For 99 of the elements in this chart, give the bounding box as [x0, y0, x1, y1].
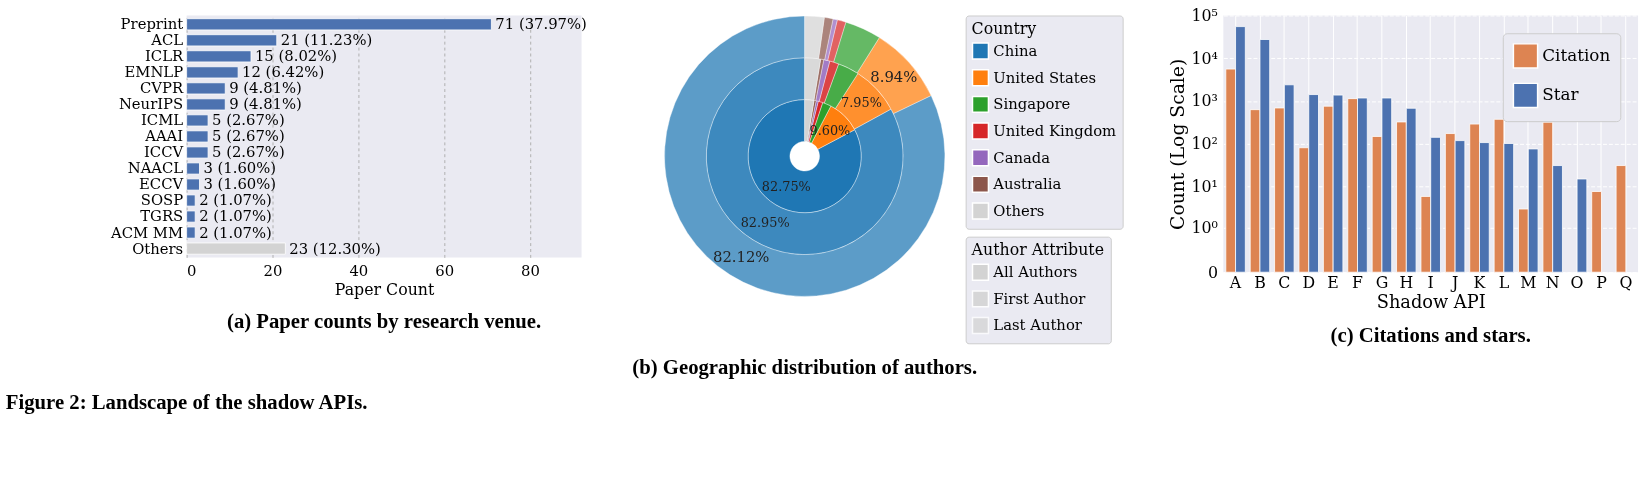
text: (c) Citations and stars. — [1330, 324, 1531, 348]
legend-label: Canada — [993, 148, 1051, 166]
x-tick-label: O — [1570, 272, 1584, 292]
bar — [186, 194, 196, 207]
bar — [186, 82, 226, 95]
legend-label: United Kingdom — [993, 121, 1117, 139]
bar — [186, 66, 239, 79]
bar — [186, 226, 196, 239]
data-label: 82.95% — [740, 214, 790, 230]
data-label: 9 (4.81%) — [229, 79, 302, 97]
x-tick-label: 40 — [349, 261, 369, 279]
x-tick-label: L — [1498, 272, 1510, 292]
bar — [186, 50, 252, 63]
data-label: 9 (4.81%) — [229, 95, 302, 113]
legend-label: United States — [993, 68, 1097, 86]
legend-label: Citation — [1542, 44, 1611, 65]
data-label: 2 (1.07%) — [199, 207, 272, 225]
y-tick-label: SOSP — [140, 191, 184, 209]
y-tick-label: NAACL — [127, 159, 184, 177]
x-tick-label: Q — [1619, 272, 1633, 292]
data-label: 2 (1.07%) — [199, 223, 272, 241]
x-tick-label: M — [1520, 272, 1537, 292]
data-label: 15 (8.02%) — [254, 47, 338, 65]
data-label: 2 (1.07%) — [199, 191, 272, 209]
legend-label: Last Author — [993, 316, 1083, 334]
bar — [186, 34, 278, 47]
legend-label: All Authors — [992, 263, 1078, 281]
y-tick-label: 10¹ — [1191, 176, 1218, 196]
bar — [186, 130, 209, 143]
bar — [186, 178, 200, 191]
bar — [186, 210, 196, 223]
y-tick-label: ECCV — [139, 175, 184, 193]
y-tick-label: ICLR — [145, 47, 185, 65]
y-tick-label: 10⁴ — [1191, 48, 1218, 68]
bar — [186, 98, 226, 111]
y-tick-label: 10⁰ — [1191, 218, 1218, 238]
x-tick-label: E — [1327, 272, 1339, 292]
y-tick-label: 10³ — [1191, 91, 1218, 111]
legend-title: Country — [971, 19, 1037, 39]
y-tick-label: TGRS — [140, 207, 184, 225]
y-tick-label: AAAI — [144, 127, 184, 145]
x-tick-label: 80 — [521, 261, 540, 279]
y-axis-title: Count (Log Scale) — [1166, 58, 1188, 230]
y-tick-label: 10² — [1191, 134, 1218, 154]
data-label: 3 (1.60%) — [203, 175, 277, 193]
x-tick-label: B — [1254, 272, 1266, 292]
x-axis-title: Paper Count — [334, 280, 436, 300]
bar — [186, 162, 200, 175]
data-label: 5 (2.67%) — [212, 143, 285, 161]
y-tick-label: EMNLP — [124, 63, 184, 81]
data-label: 8.94% — [870, 67, 918, 85]
y-tick-label: ICCV — [143, 143, 184, 161]
data-label: 71 (37.97%) — [495, 15, 587, 33]
x-tick-label: G — [1375, 272, 1389, 292]
text: (a) Paper counts by research venue. — [226, 310, 542, 334]
data-label: 12 (6.42%) — [242, 63, 325, 81]
legend-label: Australia — [992, 175, 1062, 193]
text: (b) Geographic distribution of authors. — [632, 356, 978, 380]
caption: Figure 2: Landscape of the shadow APIs. — [5, 390, 368, 414]
x-tick-label: 60 — [435, 261, 455, 279]
legend-label: Others — [993, 201, 1045, 219]
y-tick-label: CVPR — [140, 79, 185, 97]
data-label: 21 (11.23%) — [280, 31, 373, 49]
text: Author Attribute — [970, 240, 1105, 260]
y-tick-label: Preprint — [120, 15, 184, 33]
data-label: 7.95% — [841, 95, 882, 111]
x-axis-title: Shadow API — [1376, 292, 1486, 313]
x-tick-label: K — [1473, 272, 1487, 292]
y-tick-label: ACL — [150, 31, 184, 49]
bar — [186, 242, 286, 255]
y-tick-label: ACM MM — [109, 223, 184, 241]
bar — [186, 146, 209, 159]
data-label: 5 (2.67%) — [212, 111, 285, 129]
legend-label: Singapore — [993, 95, 1071, 113]
x-tick-label: N — [1545, 272, 1560, 292]
bar — [186, 18, 492, 31]
x-tick-label: 0 — [187, 261, 197, 279]
data-label: 82.75% — [761, 178, 811, 194]
legend-label: Star — [1542, 84, 1580, 105]
x-tick-label: 20 — [263, 261, 283, 279]
y-tick-label: 10⁵ — [1191, 5, 1218, 25]
data-label: 5 (2.67%) — [212, 127, 285, 145]
y-tick-label: NeurIPS — [118, 95, 184, 113]
x-tick-label: D — [1302, 272, 1316, 292]
legend-label: China — [993, 41, 1038, 59]
bar — [186, 114, 209, 127]
x-tick-label: H — [1399, 272, 1414, 292]
x-tick-label: F — [1352, 272, 1364, 292]
x-tick-label: A — [1228, 272, 1242, 292]
x-tick-label: J — [1449, 272, 1459, 292]
data-label: 82.12% — [712, 248, 770, 266]
data-label: 3 (1.60%) — [203, 159, 277, 177]
legend-label: First Author — [993, 289, 1087, 307]
y-tick-label: ICML — [141, 111, 184, 129]
x-tick-label: P — [1596, 272, 1608, 292]
x-tick-label: C — [1278, 272, 1291, 292]
x-tick-label: I — [1427, 272, 1434, 292]
y-tick-label: Others — [132, 239, 184, 257]
data-label: 23 (12.30%) — [289, 239, 381, 257]
